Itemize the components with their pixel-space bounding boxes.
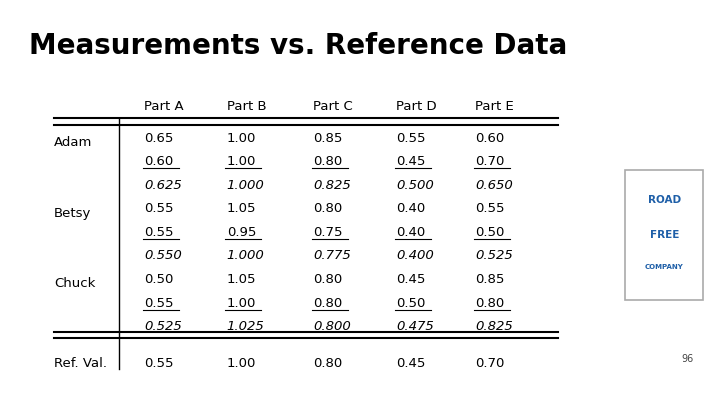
Text: Part C: Part C bbox=[313, 100, 353, 113]
Text: 0.80: 0.80 bbox=[313, 357, 343, 370]
Text: 0.55: 0.55 bbox=[144, 297, 174, 310]
Text: 1.000: 1.000 bbox=[227, 249, 264, 262]
Text: 0.80: 0.80 bbox=[475, 297, 505, 310]
Text: 0.50: 0.50 bbox=[475, 226, 505, 239]
Text: COMPANY: COMPANY bbox=[645, 264, 683, 270]
Text: 0.80: 0.80 bbox=[313, 155, 343, 168]
Text: 0.525: 0.525 bbox=[144, 320, 181, 333]
Text: 0.60: 0.60 bbox=[144, 155, 174, 168]
Text: 0.40: 0.40 bbox=[396, 202, 426, 215]
Text: Part D: Part D bbox=[396, 100, 436, 113]
Text: 0.825: 0.825 bbox=[313, 179, 351, 192]
Text: 0.55: 0.55 bbox=[396, 132, 426, 145]
Text: Ref. Val.: Ref. Val. bbox=[54, 357, 107, 370]
Text: 0.45: 0.45 bbox=[396, 357, 426, 370]
Text: 0.45: 0.45 bbox=[396, 155, 426, 168]
Text: 0.40: 0.40 bbox=[396, 226, 426, 239]
Text: 0.80: 0.80 bbox=[313, 273, 343, 286]
Text: Part E: Part E bbox=[475, 100, 514, 113]
Text: 0.70: 0.70 bbox=[475, 155, 505, 168]
FancyBboxPatch shape bbox=[625, 170, 703, 300]
Text: 1.000: 1.000 bbox=[227, 179, 264, 192]
Text: 0.50: 0.50 bbox=[396, 297, 426, 310]
Text: 0.85: 0.85 bbox=[313, 132, 343, 145]
Text: Measurements vs. Reference Data: Measurements vs. Reference Data bbox=[29, 32, 567, 60]
Text: 0.80: 0.80 bbox=[313, 297, 343, 310]
Text: 0.475: 0.475 bbox=[396, 320, 433, 333]
Text: 0.75: 0.75 bbox=[313, 226, 343, 239]
Text: 1.00: 1.00 bbox=[227, 357, 256, 370]
Text: 0.825: 0.825 bbox=[475, 320, 513, 333]
Text: 0.400: 0.400 bbox=[396, 249, 433, 262]
Text: 0.60: 0.60 bbox=[475, 132, 505, 145]
Text: Part B: Part B bbox=[227, 100, 266, 113]
Text: 0.500: 0.500 bbox=[396, 179, 433, 192]
Text: 0.550: 0.550 bbox=[144, 249, 181, 262]
Text: 0.85: 0.85 bbox=[475, 273, 505, 286]
Text: FREE: FREE bbox=[649, 230, 679, 240]
Text: Chuck: Chuck bbox=[54, 277, 95, 290]
Text: 0.800: 0.800 bbox=[313, 320, 351, 333]
Text: 0.625: 0.625 bbox=[144, 179, 181, 192]
Text: CAMSO: CAMSO bbox=[646, 139, 683, 148]
Text: 96: 96 bbox=[681, 354, 694, 364]
Text: 1.05: 1.05 bbox=[227, 273, 256, 286]
Text: 1.025: 1.025 bbox=[227, 320, 264, 333]
Text: 0.525: 0.525 bbox=[475, 249, 513, 262]
Text: 0.50: 0.50 bbox=[144, 273, 174, 286]
Text: 0.55: 0.55 bbox=[144, 226, 174, 239]
Text: 0.95: 0.95 bbox=[227, 226, 256, 239]
Text: 0.55: 0.55 bbox=[144, 357, 174, 370]
Text: 1.05: 1.05 bbox=[227, 202, 256, 215]
Text: Part A: Part A bbox=[144, 100, 184, 113]
Text: 1.00: 1.00 bbox=[227, 155, 256, 168]
Polygon shape bbox=[654, 116, 674, 141]
Text: 0.80: 0.80 bbox=[313, 202, 343, 215]
Text: ROAD: ROAD bbox=[647, 196, 681, 205]
Text: 1.00: 1.00 bbox=[227, 132, 256, 145]
Text: 0.55: 0.55 bbox=[144, 202, 174, 215]
Text: 1.00: 1.00 bbox=[227, 297, 256, 310]
Text: Adam: Adam bbox=[54, 136, 92, 149]
Text: Betsy: Betsy bbox=[54, 207, 91, 220]
Text: 0.775: 0.775 bbox=[313, 249, 351, 262]
Text: 0.650: 0.650 bbox=[475, 179, 513, 192]
Text: 0.55: 0.55 bbox=[475, 202, 505, 215]
Polygon shape bbox=[648, 44, 681, 97]
Text: 0.45: 0.45 bbox=[396, 273, 426, 286]
Text: 0.70: 0.70 bbox=[475, 357, 505, 370]
Text: 0.65: 0.65 bbox=[144, 132, 174, 145]
Polygon shape bbox=[644, 73, 685, 119]
